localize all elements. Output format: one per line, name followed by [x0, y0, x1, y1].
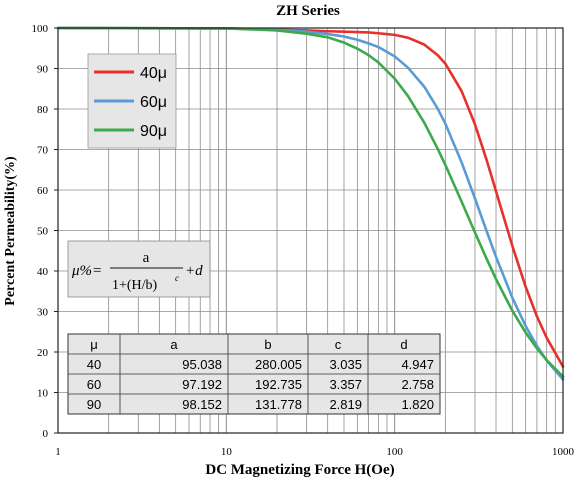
y-axis-label: Percent Permeability(%) — [3, 156, 18, 306]
table-cell: 98.152 — [182, 397, 222, 412]
formula-numerator: a — [143, 250, 150, 266]
legend: 40μ 60μ 90μ — [87, 53, 177, 149]
table-cell: 2.819 — [329, 397, 362, 412]
table-cell: 280.005 — [255, 357, 302, 372]
series-line-2 — [56, 26, 565, 379]
formula-box: μ%= a 1+(H/b) c +d — [67, 240, 211, 298]
y-tick-label: 40 — [37, 266, 49, 278]
coefficient-table: μ a b c d 40 95.038 280.005 3.035 4.947 60 97.192 19… — [67, 333, 441, 415]
formula-tail: +d — [185, 263, 203, 279]
x-tick-label: 10 — [221, 446, 233, 458]
formula-denominator: 1+(H/b) — [112, 278, 158, 293]
series-lines — [56, 26, 565, 381]
series-line-1 — [56, 26, 565, 381]
x-axis-label: DC Magnetizing Force H(Oe) — [205, 462, 394, 478]
table-cell: 2.758 — [401, 377, 434, 392]
table-cell: 4.947 — [401, 357, 434, 372]
table-header-cell: d — [400, 337, 407, 352]
table-header-cell: b — [264, 337, 271, 352]
y-axis-ticks: 0 10 20 30 40 50 60 70 80 90 100 — [32, 23, 58, 440]
y-tick-label: 10 — [37, 388, 49, 400]
y-tick-label: 30 — [37, 307, 49, 319]
table-cell: 60 — [87, 377, 101, 392]
y-tick-label: 0 — [43, 428, 49, 440]
table-cell: 1.820 — [401, 397, 434, 412]
table-cell: 3.357 — [329, 377, 362, 392]
chart-title: ZH Series — [276, 3, 340, 19]
table-cell: 95.038 — [182, 357, 222, 372]
y-tick-label: 60 — [37, 185, 49, 197]
table-header-cell: μ — [90, 337, 98, 352]
x-axis-ticks: 1 10 100 1000 — [55, 446, 574, 458]
table-cell: 90 — [87, 397, 101, 412]
formula-exponent: c — [175, 273, 179, 283]
y-tick-label: 20 — [37, 347, 49, 359]
y-tick-label: 100 — [32, 23, 49, 35]
x-tick-label: 1000 — [552, 446, 575, 458]
table-header-cell: c — [335, 337, 342, 352]
y-tick-label: 80 — [37, 104, 49, 116]
y-tick-label: 90 — [37, 64, 49, 76]
series-line-0 — [56, 26, 565, 368]
y-tick-label: 50 — [37, 226, 49, 238]
table-cell: 3.035 — [329, 357, 362, 372]
table-cell: 40 — [87, 357, 101, 372]
legend-label-90: 90μ — [140, 123, 167, 140]
formula-lhs: μ%= — [71, 263, 102, 279]
table-cell: 192.735 — [255, 377, 302, 392]
x-tick-label: 1 — [55, 446, 61, 458]
y-tick-label: 70 — [37, 145, 49, 157]
legend-label-40: 40μ — [140, 65, 167, 82]
table-cell: 97.192 — [182, 377, 222, 392]
table-cell: 131.778 — [255, 397, 302, 412]
x-tick-label: 100 — [386, 446, 403, 458]
table-header-cell: a — [170, 337, 178, 352]
formula-background — [67, 240, 211, 298]
legend-label-60: 60μ — [140, 94, 167, 111]
